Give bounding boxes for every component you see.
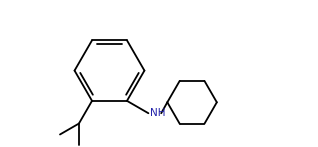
Text: NH: NH	[149, 108, 165, 118]
